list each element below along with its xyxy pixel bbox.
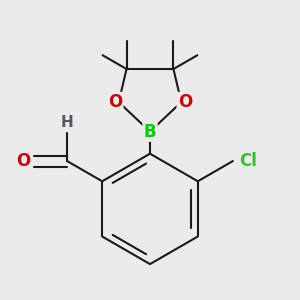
Text: O: O [178, 93, 192, 111]
Text: Cl: Cl [239, 152, 257, 170]
Text: O: O [108, 93, 122, 111]
Text: H: H [61, 115, 74, 130]
Text: O: O [16, 152, 30, 170]
Text: B: B [144, 123, 156, 141]
